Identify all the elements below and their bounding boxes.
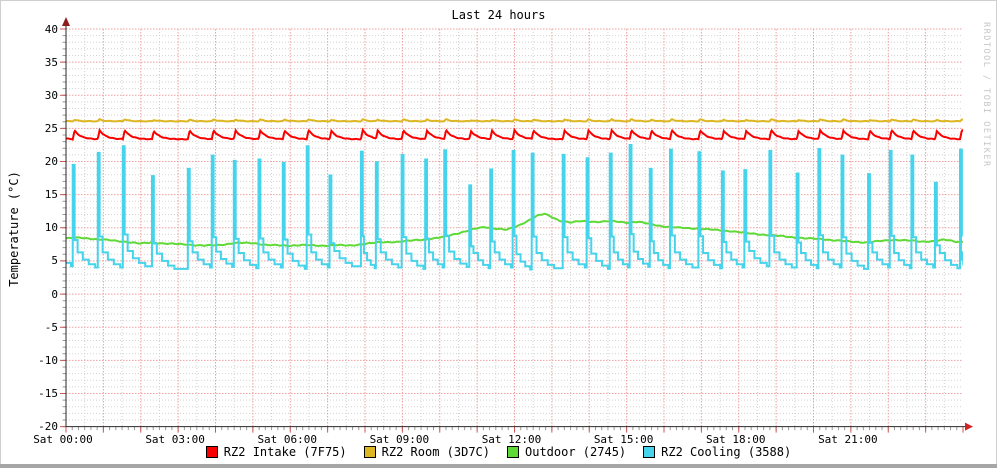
window-bottom-bar [0, 464, 997, 468]
x-tick-label: Sat 03:00 [145, 432, 205, 446]
x-tick-label: Sat 15:00 [593, 432, 654, 446]
chart-title: Last 24 hours [451, 8, 546, 22]
axis-ticks-major [60, 28, 964, 433]
x-tick-label: Sat 18:00 [705, 432, 766, 446]
y-tick-label: -15 [38, 386, 58, 400]
x-tick-label: Sat 12:00 [481, 432, 542, 446]
series-line-cooling [66, 143, 963, 271]
x-tick-label: Sat 06:00 [257, 432, 318, 446]
legend-label: RZ2 Room (3D7C) [381, 445, 490, 459]
x-axis-arrow-icon [965, 422, 973, 431]
y-tick-label: 15 [44, 188, 58, 202]
y-axis-arrow-icon [62, 17, 70, 26]
legend-label: RZ2 Intake (7F75) [223, 445, 347, 459]
y-tick-label: 25 [44, 121, 58, 135]
legend-label: Outdoor (2745) [525, 445, 627, 459]
y-tick-label: 40 [44, 22, 58, 36]
legend-swatch-icon [363, 446, 376, 458]
axis-lines [65, 22, 968, 428]
y-axis-title: Temperature (°C) [7, 171, 21, 287]
rrdtool-watermark: RRDTOOL / TOBI OETIKER [981, 22, 991, 168]
legend-swatch-icon [643, 446, 656, 458]
y-tick-label: 5 [51, 254, 58, 268]
legend-item-outdoor: Outdoor (2745) [507, 445, 626, 459]
legend-label: RZ2 Cooling (3588) [661, 445, 792, 459]
x-tick-label: Sat 21:00 [818, 432, 878, 446]
legend-item-cooling: RZ2 Cooling (3588) [643, 445, 791, 459]
y-tick-label: -5 [44, 320, 58, 334]
x-tick-label: Sat 09:00 [369, 432, 430, 446]
legend-swatch-icon [507, 446, 519, 458]
y-tick-label: 35 [44, 55, 58, 69]
x-tick-label: Sat 00:00 [33, 432, 93, 446]
legend: RZ2 Intake (7F75) RZ2 Room (3D7C) Outdoor … [0, 445, 997, 459]
y-tick-label: -10 [38, 353, 58, 367]
y-tick-label: 0 [51, 287, 58, 301]
series-line-room [66, 117, 963, 123]
y-tick-label: -20 [38, 420, 58, 434]
legend-swatch-icon [205, 446, 218, 458]
series-line-intake [66, 127, 963, 141]
y-tick-label: 20 [44, 155, 58, 169]
legend-item-intake: RZ2 Intake (7F75) [205, 445, 347, 459]
y-tick-label: 30 [44, 88, 58, 102]
legend-item-room: RZ2 Room (3D7C) [363, 445, 490, 459]
y-tick-label: 10 [44, 221, 58, 235]
